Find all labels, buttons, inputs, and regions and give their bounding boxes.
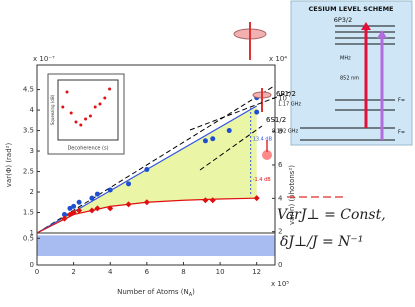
- lower-band: [37, 235, 275, 256]
- main-chart: 0 2 4 6 8 10 12 1 1.5 2 2.5 3 3.5 4 4.5 0 0.5 0 2 4 6 8 10 x 10…: [5, 55, 296, 298]
- inset-point: [65, 90, 69, 94]
- inset-background: [47, 73, 125, 155]
- data-point: [76, 207, 83, 214]
- x-axis-label-part: A: [189, 292, 193, 298]
- x-exponent: x 10⁵: [271, 280, 289, 288]
- data-point: [144, 166, 150, 172]
- level-note: 1.17 GHz: [278, 102, 301, 108]
- y-tick-label: 2: [30, 188, 34, 196]
- y-tick-label: 4.5: [23, 86, 34, 94]
- y-tick-label: 3: [30, 147, 34, 155]
- x-axis-label-part: ): [192, 288, 195, 296]
- level-note: 9.192 GHz: [272, 129, 299, 135]
- data-point: [209, 197, 216, 204]
- x-tick-label: 6: [145, 268, 150, 276]
- y2-tick-label: 4: [278, 194, 283, 202]
- data-point: [253, 195, 260, 202]
- x-axis-label-part: Number of Atoms (N: [117, 288, 189, 296]
- data-point: [107, 187, 113, 193]
- fit-line: [36, 85, 276, 234]
- annotation: 13.4 dB: [253, 136, 273, 142]
- level-scheme-panel: [290, 0, 413, 146]
- data-point: [125, 201, 132, 208]
- data-point: [226, 128, 232, 134]
- level-note: 852 nm: [340, 76, 359, 82]
- level-label: 6S1/2: [266, 116, 286, 124]
- y2-tick-label: 6: [278, 161, 283, 169]
- data-point: [94, 191, 100, 197]
- y2-tick-label: 10: [278, 94, 287, 102]
- equation: VarJ⊥ = Const,: [277, 207, 386, 223]
- data-point: [88, 207, 95, 214]
- y-axis-label: var(Φ) (rad²): [5, 143, 13, 188]
- y-tick-label: 4: [30, 106, 35, 114]
- data-point: [70, 209, 77, 216]
- data-point: [61, 215, 68, 222]
- data-point: [89, 195, 95, 201]
- inset-x-label: Decoherence (s): [67, 146, 108, 152]
- inset-point: [93, 105, 97, 109]
- ground-levels: [300, 127, 395, 141]
- y2-exponent: x 10⁴: [269, 55, 287, 63]
- data-point: [107, 205, 114, 212]
- atom-cloud-icons: [233, 22, 272, 160]
- data-point: [202, 138, 208, 144]
- x-tick-label: 4: [108, 268, 113, 276]
- inset-point: [88, 114, 92, 118]
- y-exponent: x 10⁻⁷: [33, 55, 55, 63]
- x-tick-label: 2: [71, 268, 75, 276]
- arrow-head: [361, 22, 371, 30]
- arrow-head: [377, 30, 387, 38]
- inset-point: [108, 87, 112, 91]
- level-title: CESIUM LEVEL SCHEME: [308, 5, 393, 13]
- data-point: [61, 212, 67, 218]
- equation: δJ⊥/J = N⁻¹: [280, 234, 363, 250]
- y2-tick-label: 8: [278, 128, 282, 136]
- data-point: [76, 199, 82, 205]
- f-label: F=: [398, 98, 405, 104]
- inset-point: [98, 102, 102, 106]
- y-tick-label: 1.5: [23, 209, 34, 217]
- x-tick-label: 12: [252, 268, 261, 276]
- y2-tick-label: 2: [278, 228, 282, 236]
- y-tick-label: 0: [30, 261, 34, 269]
- guide-lines: [189, 91, 291, 171]
- y-tick-label: 1: [30, 229, 34, 237]
- x-tick-label: 10: [216, 268, 225, 276]
- y-tick-label: 0.5: [23, 234, 34, 242]
- inset-point: [84, 117, 88, 121]
- x-axis-label: Number of Atoms (NA): [117, 288, 195, 298]
- data-point: [126, 181, 132, 187]
- inset-point: [103, 96, 107, 100]
- x-tick-label: 0: [35, 268, 39, 276]
- data-point: [202, 197, 209, 204]
- level-note: MHz: [340, 56, 351, 62]
- data-point: [210, 136, 216, 142]
- level-label: 6P3/2: [334, 16, 353, 24]
- data-point: [94, 205, 101, 212]
- inset-point: [79, 123, 83, 127]
- f-label: F=: [398, 130, 405, 136]
- inset-frame: [57, 79, 119, 141]
- y-tick-label: 2.5: [23, 168, 34, 176]
- y-tick-label: 3.5: [23, 127, 34, 135]
- y2-tick-label: 0: [278, 261, 282, 269]
- data-point: [254, 109, 260, 115]
- inset-point: [69, 111, 73, 115]
- x-tick-label: 8: [181, 268, 185, 276]
- inset-point: [74, 120, 78, 124]
- inset-point: [61, 105, 65, 109]
- data-point: [143, 199, 150, 206]
- data-point: [67, 205, 73, 211]
- data-point: [71, 203, 77, 209]
- y2-axis-label: var(n) (photons²): [288, 165, 296, 225]
- level-label: 6P1/2: [276, 90, 296, 98]
- inset-y-label: Squeezing (dB): [50, 94, 55, 125]
- annotation: -1.4 dB: [253, 177, 272, 183]
